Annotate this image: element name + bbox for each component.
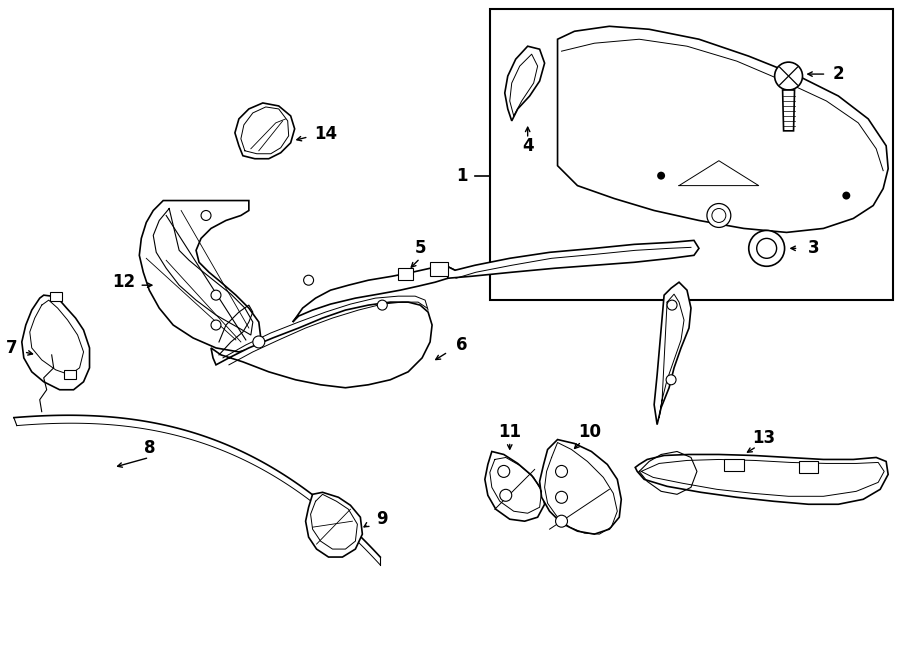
Text: 13: 13 <box>752 428 775 447</box>
Polygon shape <box>505 46 544 121</box>
Circle shape <box>555 491 568 503</box>
Bar <box>798 461 818 473</box>
Bar <box>398 268 413 280</box>
Circle shape <box>706 204 731 227</box>
Polygon shape <box>306 492 363 557</box>
Polygon shape <box>485 451 544 521</box>
Text: 4: 4 <box>522 137 534 155</box>
Polygon shape <box>654 282 691 424</box>
Circle shape <box>657 172 665 180</box>
Circle shape <box>842 192 850 200</box>
Bar <box>490 9 893 300</box>
Text: 7: 7 <box>6 339 18 357</box>
Bar <box>430 262 448 276</box>
Circle shape <box>303 275 313 285</box>
Text: 8: 8 <box>143 438 155 457</box>
Text: 11: 11 <box>499 422 521 441</box>
Polygon shape <box>783 90 795 131</box>
Text: 14: 14 <box>314 125 338 143</box>
Circle shape <box>666 375 676 385</box>
Text: 2: 2 <box>832 65 844 83</box>
Polygon shape <box>292 265 455 322</box>
Circle shape <box>253 336 265 348</box>
Circle shape <box>555 515 568 527</box>
Polygon shape <box>540 440 621 534</box>
Bar <box>50 292 61 301</box>
Text: 9: 9 <box>376 510 388 528</box>
Bar <box>64 370 76 379</box>
Circle shape <box>757 239 777 258</box>
Text: 3: 3 <box>807 239 819 257</box>
Polygon shape <box>557 26 888 233</box>
Circle shape <box>211 290 221 300</box>
Bar <box>724 459 743 471</box>
Text: 6: 6 <box>456 336 468 354</box>
Text: 10: 10 <box>578 422 601 441</box>
Polygon shape <box>235 103 294 159</box>
Polygon shape <box>22 295 89 390</box>
Text: 1: 1 <box>456 167 468 184</box>
Circle shape <box>667 300 677 310</box>
Circle shape <box>775 62 803 90</box>
Circle shape <box>498 465 509 477</box>
Circle shape <box>500 489 512 501</box>
Circle shape <box>201 210 211 221</box>
Circle shape <box>712 208 725 223</box>
Polygon shape <box>445 241 699 278</box>
Circle shape <box>555 465 568 477</box>
Polygon shape <box>211 302 432 388</box>
Circle shape <box>749 231 785 266</box>
Text: 12: 12 <box>112 273 135 292</box>
Polygon shape <box>635 455 888 504</box>
Circle shape <box>211 320 221 330</box>
Text: 5: 5 <box>414 239 426 257</box>
Circle shape <box>377 300 387 310</box>
Polygon shape <box>140 200 261 352</box>
